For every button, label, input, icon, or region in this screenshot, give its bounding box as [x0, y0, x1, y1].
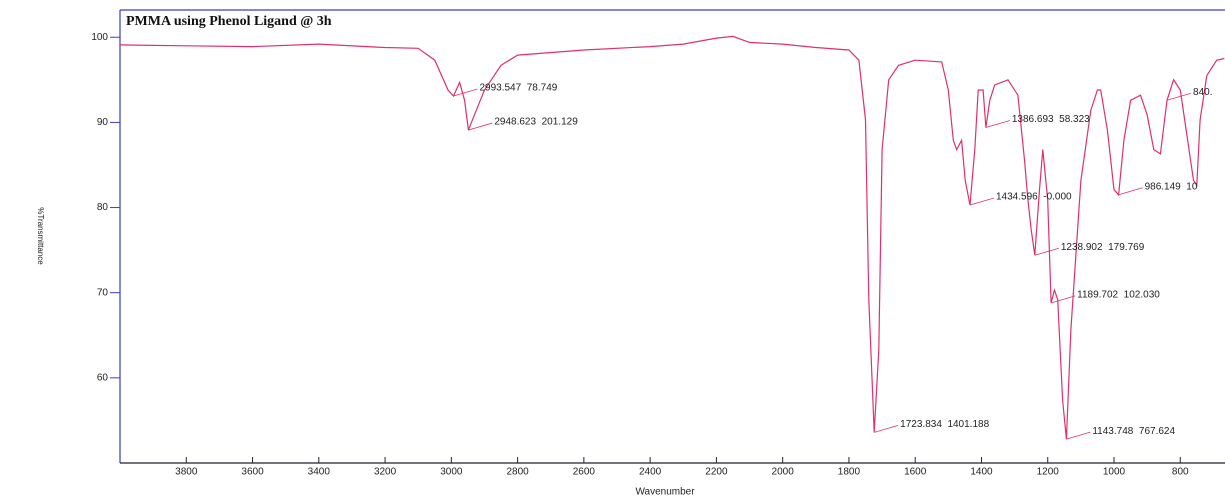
- y-tick-label: 60: [97, 372, 109, 383]
- y-tick-label: 100: [91, 32, 108, 43]
- x-tick-label: 3200: [374, 467, 397, 478]
- x-tick-label: 3600: [241, 467, 264, 478]
- x-tick-label: 2400: [639, 467, 662, 478]
- y-tick-label: 90: [97, 117, 109, 128]
- annotation-leader: [1166, 92, 1192, 101]
- x-tick-label: 2200: [705, 467, 728, 478]
- x-tick-label: 2600: [573, 467, 596, 478]
- y-axis-label: %Transmittance: [36, 207, 45, 265]
- annotation-leader: [1066, 431, 1091, 440]
- x-tick-label: 1200: [1037, 467, 1060, 478]
- y-tick-label: 70: [97, 287, 109, 298]
- x-tick-label: 1800: [838, 467, 861, 478]
- spectrum-line: [119, 35, 1225, 440]
- x-tick-label: 3800: [175, 467, 198, 478]
- x-tick-label: 1000: [1103, 467, 1126, 478]
- annotation-label: 1143.748 767.624: [1092, 426, 1175, 437]
- x-tick-label: 800: [1172, 467, 1189, 478]
- x-tick-label: 3000: [440, 467, 463, 478]
- annotation-label: 840.: [1193, 87, 1212, 98]
- annotation-leader: [969, 197, 995, 206]
- annotation-label: 2993.547 78.749: [479, 83, 557, 94]
- annotation-label: 986.149 10: [1145, 181, 1198, 192]
- y-tick-label: 80: [97, 202, 109, 213]
- x-tick-label: 1600: [904, 467, 927, 478]
- annotation-leader: [985, 120, 1010, 128]
- annotation-label: 1434.596 -0.000: [996, 192, 1072, 203]
- annotation-leader: [468, 122, 493, 131]
- annotation-label: 1189.702 102.030: [1077, 290, 1160, 301]
- annotation-leader: [874, 424, 899, 433]
- x-tick-label: 3400: [308, 467, 331, 478]
- annotation-label: 1238.902 179.769: [1061, 242, 1145, 253]
- annotation-leader: [453, 88, 478, 97]
- x-tick-label: 2000: [772, 467, 795, 478]
- annotation-leader: [1034, 247, 1059, 256]
- annotation-leader: [1118, 187, 1143, 196]
- x-tick-label: 1400: [970, 467, 993, 478]
- x-tick-label: 2800: [506, 467, 529, 478]
- annotation-leader: [1051, 295, 1076, 304]
- chart-title: PMMA using Phenol Ligand @ 3h: [126, 14, 332, 29]
- annotation-label: 2948.623 201.129: [494, 117, 578, 128]
- x-axis-label: Wavenumber: [635, 487, 695, 498]
- annotation-label: 1386.693 58.323: [1012, 114, 1090, 125]
- annotation-label: 1723.834 1401.188: [900, 419, 989, 430]
